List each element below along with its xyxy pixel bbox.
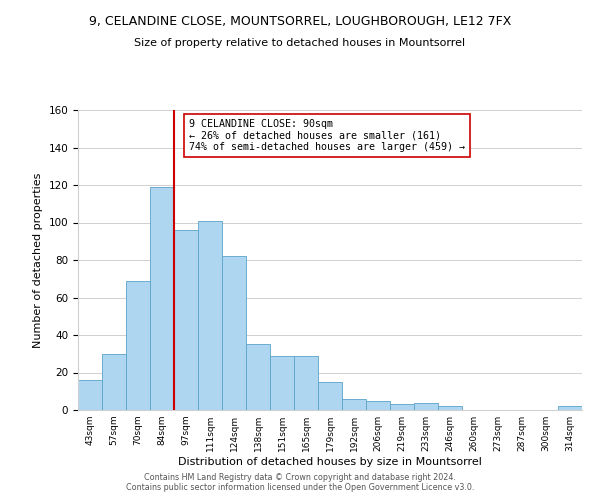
- X-axis label: Distribution of detached houses by size in Mountsorrel: Distribution of detached houses by size …: [178, 457, 482, 467]
- Bar: [78, 380, 102, 410]
- Bar: [102, 354, 126, 410]
- Bar: [438, 406, 462, 410]
- Text: Contains HM Land Registry data © Crown copyright and database right 2024.
Contai: Contains HM Land Registry data © Crown c…: [126, 473, 474, 492]
- Bar: [414, 402, 438, 410]
- Bar: [558, 406, 582, 410]
- Bar: [294, 356, 318, 410]
- Bar: [246, 344, 270, 410]
- Y-axis label: Number of detached properties: Number of detached properties: [33, 172, 43, 348]
- Text: Size of property relative to detached houses in Mountsorrel: Size of property relative to detached ho…: [134, 38, 466, 48]
- Bar: [366, 400, 390, 410]
- Bar: [198, 220, 222, 410]
- Bar: [126, 280, 150, 410]
- Bar: [342, 399, 366, 410]
- Bar: [390, 404, 414, 410]
- Bar: [174, 230, 198, 410]
- Text: 9, CELANDINE CLOSE, MOUNTSORREL, LOUGHBOROUGH, LE12 7FX: 9, CELANDINE CLOSE, MOUNTSORREL, LOUGHBO…: [89, 15, 511, 28]
- Text: 9 CELANDINE CLOSE: 90sqm
← 26% of detached houses are smaller (161)
74% of semi-: 9 CELANDINE CLOSE: 90sqm ← 26% of detach…: [189, 119, 465, 152]
- Bar: [150, 187, 174, 410]
- Bar: [270, 356, 294, 410]
- Bar: [222, 256, 246, 410]
- Bar: [318, 382, 342, 410]
